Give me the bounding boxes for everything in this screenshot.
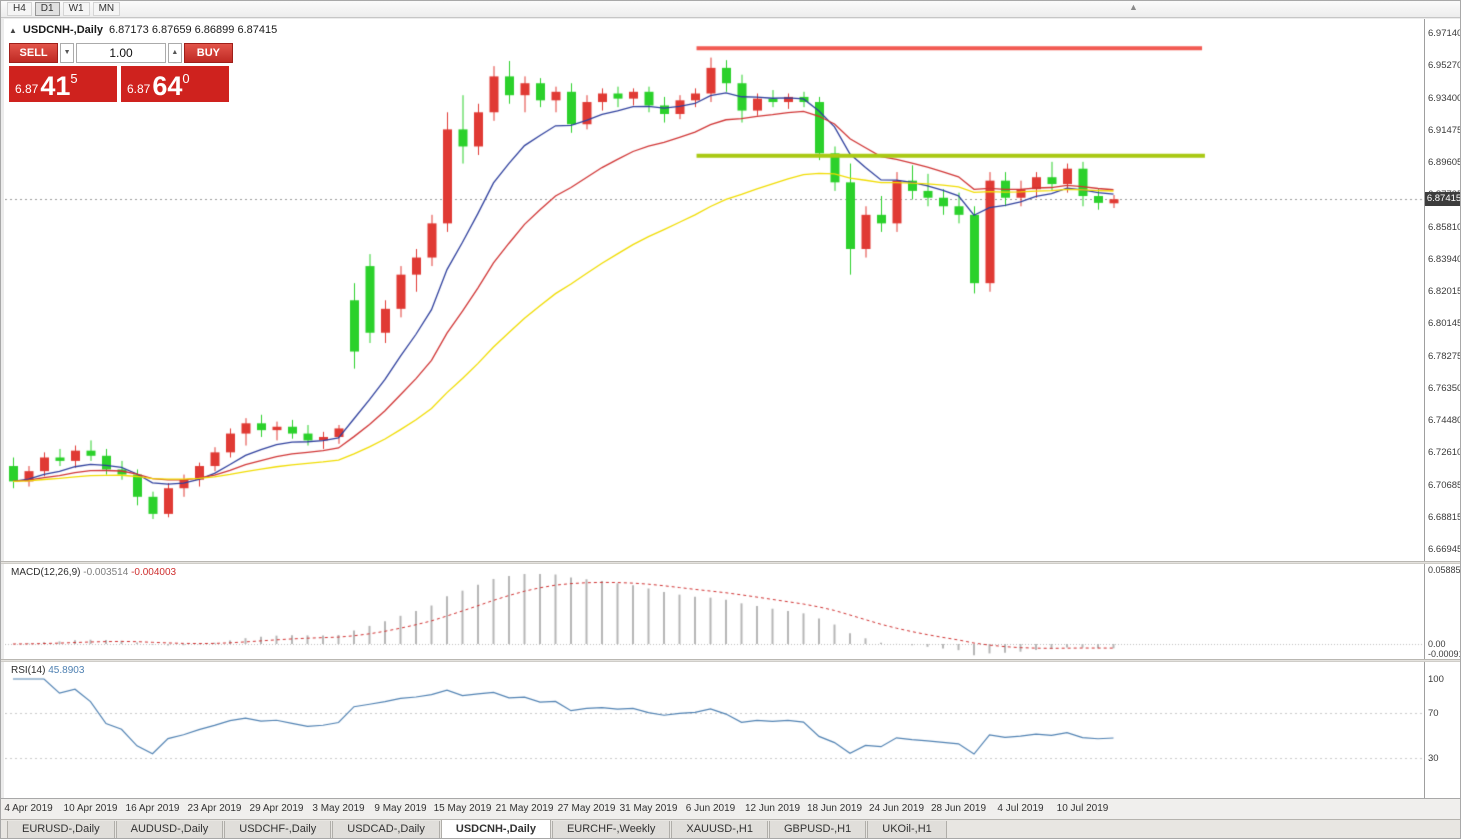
sell-price-prefix: 6.87 xyxy=(15,82,39,96)
chart-tab-gbpusd-h1[interactable]: GBPUSD-,H1 xyxy=(769,821,867,838)
chart-tab-ukoil-h1[interactable]: UKOil-,H1 xyxy=(867,821,947,838)
buy-price-big: 64 xyxy=(152,71,183,101)
time-axis-label: 24 Jun 2019 xyxy=(868,803,925,814)
macd-label: MACD(12,26,9) -0.003514 -0.004003 xyxy=(11,567,177,578)
buy-price-display[interactable]: 6.87 64 0 xyxy=(121,66,229,102)
time-axis-label: 3 May 2019 xyxy=(312,803,365,814)
time-axis-label: 10 Jul 2019 xyxy=(1056,803,1109,814)
buy-button[interactable]: BUY xyxy=(183,43,233,63)
sell-price-sup: 5 xyxy=(70,71,78,86)
price-axis-tick: 6.68815 xyxy=(1428,511,1461,523)
time-axis-label: 16 Apr 2019 xyxy=(125,803,180,814)
chart-tab-usdchf-daily[interactable]: USDCHF-,Daily xyxy=(224,821,332,838)
price-axis-tick: 6.78275 xyxy=(1428,350,1461,362)
rsi-axis-label: 30 xyxy=(1428,753,1439,764)
volume-increase-icon[interactable]: ▲ xyxy=(168,43,182,63)
buy-price-sup: 0 xyxy=(182,71,190,86)
time-axis-label: 23 Apr 2019 xyxy=(187,803,242,814)
current-price-badge: 6.87415 xyxy=(1425,192,1461,206)
price-axis-tick: 6.93400 xyxy=(1428,92,1461,104)
price-axis-tick: 6.97140 xyxy=(1428,28,1461,39)
time-axis-label: 10 Apr 2019 xyxy=(63,803,118,814)
macd-axis-label: 0.00 xyxy=(1428,639,1446,649)
chart-shift-marker-icon: ▲ xyxy=(1129,2,1138,12)
price-axis[interactable]: 6.87415 6.97140 6.95270 6.93400 6.91475 6.89… xyxy=(1424,19,1461,798)
time-axis-label: 15 May 2019 xyxy=(433,803,492,814)
timeframe-button-h4[interactable]: H4 xyxy=(7,2,32,16)
time-axis-label: 9 May 2019 xyxy=(374,803,427,814)
ohlc-values: 6.87173 6.87659 6.86899 6.87415 xyxy=(109,24,278,36)
timeframe-toolbar: H4 D1 W1 MN ▲ xyxy=(1,1,1460,18)
chart-tab-eurchf-weekly[interactable]: EURCHF-,Weekly xyxy=(551,821,671,838)
timeframe-button-d1[interactable]: D1 xyxy=(34,2,60,16)
timeframe-button-w1[interactable]: W1 xyxy=(62,2,90,16)
time-axis-label: 31 May 2019 xyxy=(619,803,678,814)
chart-tab-usdcad-daily[interactable]: USDCAD-,Daily xyxy=(332,821,440,838)
rsi-axis-label: 100 xyxy=(1428,674,1444,685)
price-chart-canvas[interactable] xyxy=(5,19,1425,561)
sell-button[interactable]: SELL xyxy=(9,43,59,63)
rsi-label: RSI(14) 45.8903 xyxy=(11,665,85,676)
price-axis-tick: 6.91475 xyxy=(1428,124,1461,136)
price-axis-tick: 6.85810 xyxy=(1428,221,1461,233)
chart-tab-xauusd-h1[interactable]: XAUUSD-,H1 xyxy=(671,821,768,838)
price-axis-tick: 6.83940 xyxy=(1428,253,1461,265)
time-axis-label: 27 May 2019 xyxy=(557,803,616,814)
macd-axis-label: -0.0009116 xyxy=(1428,649,1460,659)
rsi-axis-label: 70 xyxy=(1428,708,1439,719)
time-axis-label: 28 Jun 2019 xyxy=(930,803,987,814)
macd-axis-label: 0.058851 xyxy=(1428,565,1461,575)
chart-tab-bar: EURUSD-,Daily AUDUSD-,Daily USDCHF-,Daily U… xyxy=(1,819,1460,838)
panel-splitter[interactable] xyxy=(1,659,1460,662)
sell-price-display[interactable]: 6.87 41 5 xyxy=(9,66,117,102)
price-axis-tick: 6.70685 xyxy=(1428,479,1461,491)
timeframe-buttons: H4 D1 W1 MN xyxy=(7,2,121,16)
chart-tab-eurusd-daily[interactable]: EURUSD-,Daily xyxy=(7,821,115,838)
buy-price-prefix: 6.87 xyxy=(127,82,151,96)
symbol-name: USDCNH-,Daily xyxy=(22,24,103,36)
price-axis-tick: 6.80145 xyxy=(1428,318,1461,330)
one-click-trade-panel: SELL ▼ ▲ BUY 6.87 41 5 6.87 64 0 xyxy=(9,43,233,102)
price-axis-tick: 6.89605 xyxy=(1428,157,1461,168)
price-axis-tick: 6.82015 xyxy=(1428,286,1461,297)
price-axis-tick: 6.76350 xyxy=(1428,382,1461,394)
time-axis-label: 29 Apr 2019 xyxy=(249,803,304,814)
timeframe-button-mn[interactable]: MN xyxy=(92,2,121,16)
chart-tab-audusd-daily[interactable]: AUDUSD-,Daily xyxy=(115,821,224,838)
time-axis-label: 4 Apr 2019 xyxy=(4,803,53,814)
chart-tab-usdcnh-daily[interactable]: USDCNH-,Daily xyxy=(440,820,551,838)
price-axis-tick: 6.66945 xyxy=(1428,544,1461,555)
panel-splitter[interactable] xyxy=(1,561,1460,564)
price-axis-tick: 6.72610 xyxy=(1428,447,1461,459)
time-axis-label: 18 Jun 2019 xyxy=(806,803,863,814)
macd-indicator-canvas[interactable] xyxy=(5,564,1425,659)
time-axis-label: 4 Jul 2019 xyxy=(997,803,1044,814)
time-axis-label: 21 May 2019 xyxy=(495,803,554,814)
sell-price-big: 41 xyxy=(40,71,71,101)
one-click-panel-toggle-icon[interactable]: ▲ xyxy=(9,25,17,35)
time-axis-label: 6 Jun 2019 xyxy=(685,803,736,814)
price-axis-tick: 6.74480 xyxy=(1428,415,1461,426)
symbol-ohlc-label: ▲ USDCNH-,Daily 6.87173 6.87659 6.86899 … xyxy=(9,24,277,36)
rsi-indicator-canvas[interactable] xyxy=(5,662,1425,797)
price-axis-tick: 6.95270 xyxy=(1428,60,1461,72)
time-axis[interactable]: 4 Apr 2019 10 Apr 2019 16 Apr 2019 23 Apr 2… xyxy=(1,798,1460,819)
time-axis-label: 12 Jun 2019 xyxy=(744,803,801,814)
volume-decrease-icon[interactable]: ▼ xyxy=(60,43,74,63)
volume-input[interactable] xyxy=(76,43,166,63)
